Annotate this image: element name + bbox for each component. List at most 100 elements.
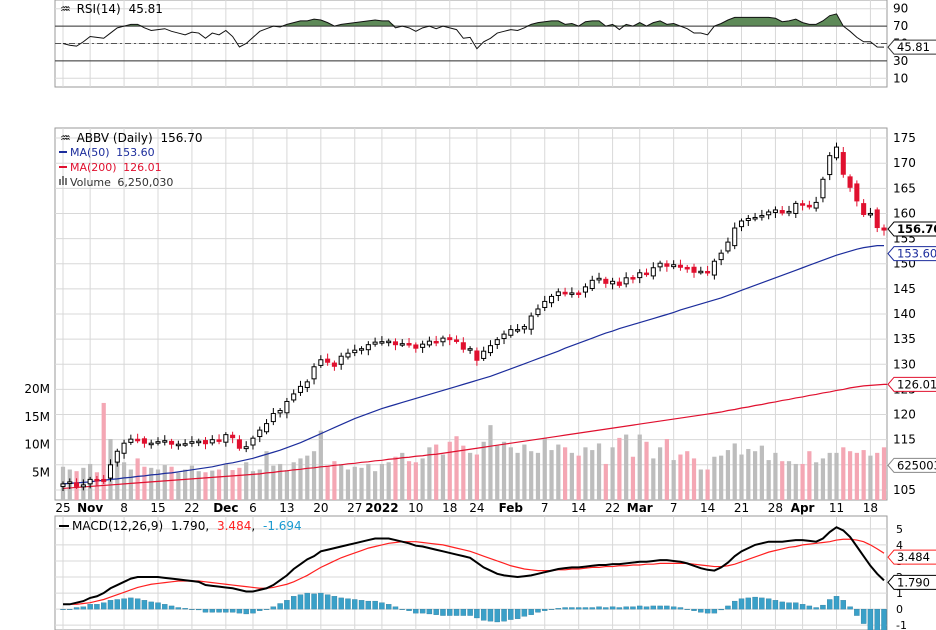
candle-body-43 <box>352 349 358 354</box>
candle-112 <box>820 176 826 203</box>
macd-hist-bar-61 <box>474 608 480 619</box>
macd-hist-bar-48 <box>385 604 392 610</box>
volume-bar-104 <box>766 460 771 500</box>
candle-body-67 <box>515 329 521 332</box>
candle-32 <box>277 408 283 418</box>
candle-106 <box>779 206 785 216</box>
candle-22 <box>209 435 215 446</box>
candle-76 <box>576 290 582 298</box>
macd-hist-bar-25 <box>229 608 236 613</box>
macd-hist-bar-84 <box>630 606 636 610</box>
candle-body-15 <box>162 440 168 443</box>
x-tick-8-9: 8 <box>120 501 128 515</box>
candle-body-29 <box>257 429 263 438</box>
candle-body-51 <box>406 343 412 346</box>
candle-74 <box>562 287 568 297</box>
candle-body-28 <box>250 437 256 446</box>
macd-hist-bar-74 <box>562 607 568 610</box>
candle-99 <box>732 222 738 250</box>
candle-78 <box>589 275 595 291</box>
candle-body-52 <box>413 344 419 349</box>
candle-72 <box>548 293 555 308</box>
candle-body-32 <box>277 410 283 414</box>
candle-34 <box>291 389 297 403</box>
macd-hist-bar-80 <box>603 607 609 610</box>
macd-hist-bar-102 <box>752 596 758 610</box>
candle-13 <box>148 439 154 449</box>
candle-65 <box>501 330 507 345</box>
ma200-value: 126.01 <box>123 161 162 174</box>
macd-hist-bar-73 <box>555 608 562 610</box>
volume-bar-99 <box>732 443 737 500</box>
candle-body-19 <box>189 441 195 444</box>
price-tick-105: 105 <box>893 483 916 497</box>
candle-body-86 <box>643 272 650 276</box>
volume-bar-21 <box>203 472 208 500</box>
macd-line-value: 1.790 <box>171 519 205 533</box>
x-tick-2022-47: 2022 <box>365 501 398 515</box>
volume-bar-76 <box>576 455 581 500</box>
macd-hist-bar-40 <box>331 596 338 610</box>
price-tick-135: 135 <box>893 332 916 346</box>
candle-96 <box>711 258 717 280</box>
candle-37 <box>311 363 317 385</box>
candle-119 <box>867 207 873 218</box>
candle-105 <box>772 206 778 218</box>
volume-bar-79 <box>596 443 602 500</box>
candle-46 <box>372 337 378 347</box>
volume-bar-89 <box>664 439 669 500</box>
ma50-value-flag-text: 153.60 <box>897 247 936 261</box>
price-tick-115: 115 <box>893 433 916 447</box>
candle-52 <box>413 342 419 353</box>
macd-hist-bar-53 <box>419 608 426 614</box>
candle-4 <box>87 476 93 489</box>
candle-93 <box>691 263 697 278</box>
candle-body-68 <box>521 326 527 330</box>
x-axis-labels: 25 Nov 8 15 22 Dec 6 13 20 27 2022 10 18 24 Feb 7 14 22 Ma… <box>55 501 878 515</box>
macd-hist-bar-100 <box>738 598 745 610</box>
last-price-flag-shape <box>887 221 936 237</box>
macd-signal-line <box>63 538 885 605</box>
candle-body-35 <box>297 385 304 393</box>
macd-signal-flag: 3.484 <box>887 549 936 565</box>
macd-hist-bar-68 <box>521 608 528 617</box>
x-tick-18-119: 18 <box>863 501 878 515</box>
candle-16 <box>169 438 175 449</box>
candle-107 <box>786 205 792 217</box>
macd-hist-bar-79 <box>596 606 602 610</box>
candle-body-111 <box>813 201 819 209</box>
svg-text:MA(200) 126.01: MA(200) 126.01 <box>70 161 162 174</box>
candle-body-110 <box>806 204 812 208</box>
volume-bar-30 <box>264 451 269 500</box>
volume-bar-102 <box>752 451 758 500</box>
volume-bar-67 <box>515 452 520 500</box>
macd-legend: MACD(12,26,9) 1.790, 3.484, -1.694 <box>59 519 302 533</box>
price-tick-140: 140 <box>893 307 916 321</box>
volume-bar-10 <box>128 469 133 500</box>
candle-117 <box>854 180 860 207</box>
macd-hist-bar-33 <box>284 600 290 610</box>
candle-68 <box>521 324 527 334</box>
volume-bar-101 <box>746 448 751 500</box>
candle-62 <box>481 346 487 361</box>
candle-body-53 <box>420 343 426 348</box>
volume-bar-94 <box>698 469 703 500</box>
candle-87 <box>650 262 656 280</box>
candle-body-71 <box>542 300 548 308</box>
macd-hist-bar-87 <box>650 605 657 610</box>
rsi-tick-30: 30 <box>893 54 908 68</box>
candle-body-26 <box>236 439 242 449</box>
macd-value-flag: 1.790 <box>887 574 936 590</box>
macd-hist-bar-28 <box>250 608 256 614</box>
svg-text:Volume 6,250,030: Volume 6,250,030 <box>70 176 173 189</box>
candle-body-106 <box>779 210 785 214</box>
candle-56 <box>440 335 446 347</box>
candle-10 <box>128 434 134 445</box>
candle-97 <box>718 249 724 266</box>
candle-15 <box>162 435 168 446</box>
candle-94 <box>698 266 704 275</box>
rsi-overbought-fill <box>63 13 884 27</box>
rsi-value: 45.81 <box>129 2 163 16</box>
